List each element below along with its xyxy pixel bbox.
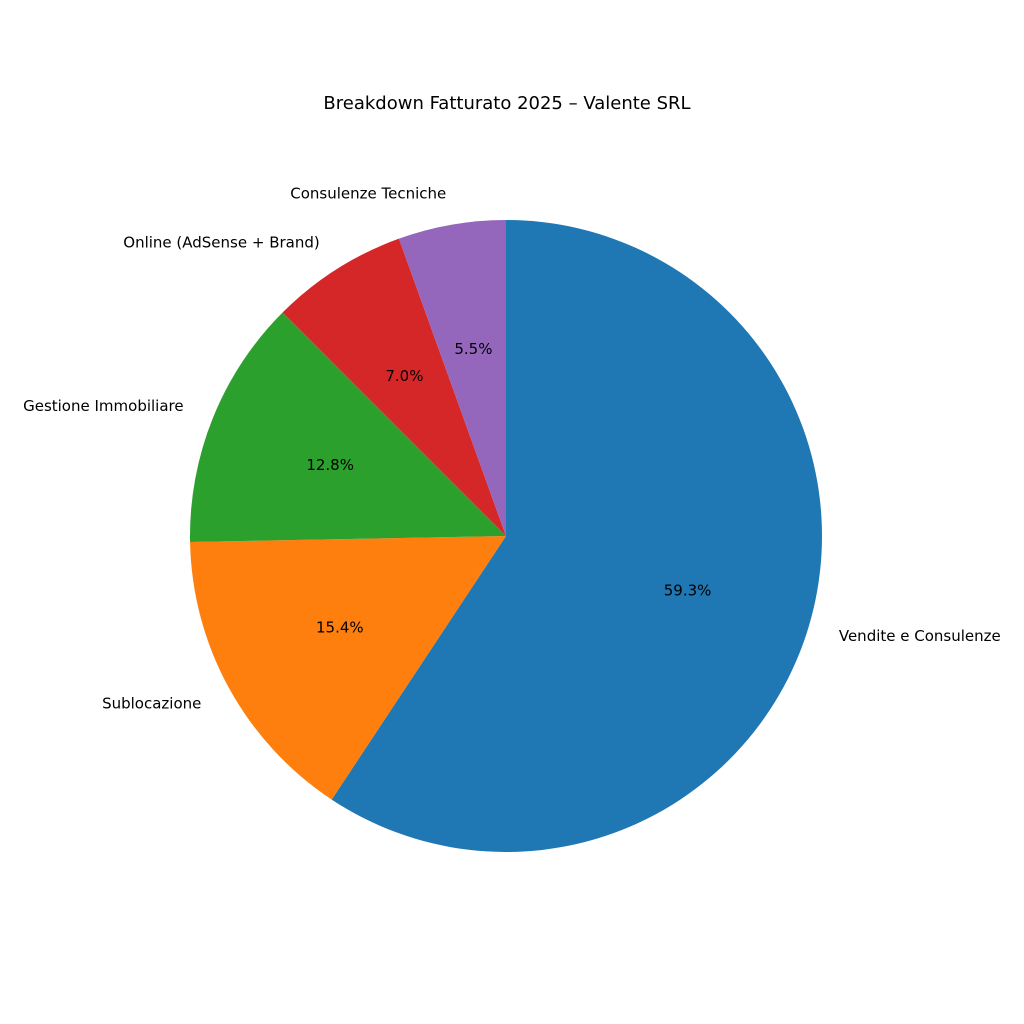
pie-slice-gestione-immobiliare	[190, 312, 507, 542]
pie-slice-consulenze-tecniche	[398, 220, 506, 536]
slice-label-online-adsense-brand: Online (AdSense + Brand)	[123, 234, 319, 252]
slice-label-sublocazione: Sublocazione	[102, 694, 201, 712]
pie-labels: 59.3% Vendite e Consulenze 15.4% Sublocazio…	[23, 185, 1001, 713]
pct-label-online-adsense-brand: 7.0%	[385, 367, 423, 385]
pie-slice-vendite-e-consulenze	[331, 220, 822, 853]
slice-label-vendite-e-consulenze: Vendite e Consulenze	[839, 627, 1001, 645]
slice-label-gestione-immobiliare: Gestione Immobiliare	[23, 397, 184, 415]
chart-title: Breakdown Fatturato 2025 – Valente SRL	[323, 93, 690, 114]
pct-label-sublocazione: 15.4%	[316, 618, 364, 636]
pie-slice-sublocazione	[190, 536, 506, 800]
slice-label-consulenze-tecniche: Consulenze Tecniche	[290, 185, 446, 203]
pie-slices	[190, 220, 822, 853]
pie-slice-online-adsense-brand	[282, 238, 506, 536]
pct-label-consulenze-tecniche: 5.5%	[454, 340, 492, 358]
pct-label-vendite-e-consulenze: 59.3%	[664, 582, 712, 600]
pct-label-gestione-immobiliare: 12.8%	[306, 456, 354, 474]
